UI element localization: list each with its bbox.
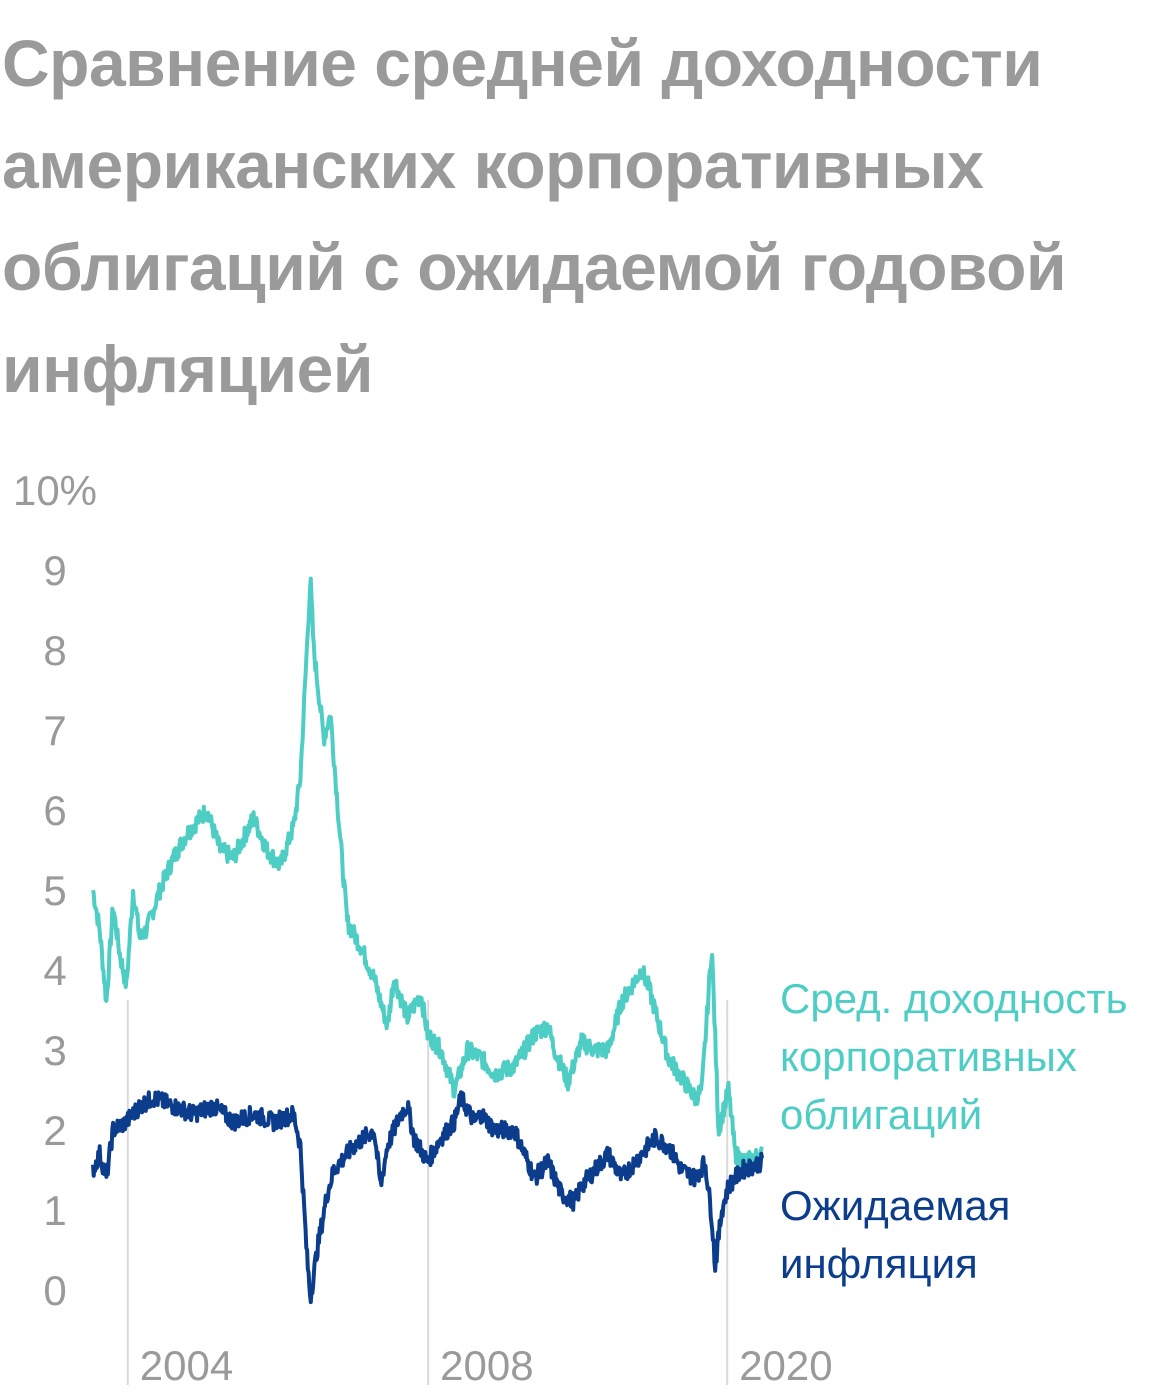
x-tick-label: 2004 xyxy=(140,1342,233,1389)
x-axis-gridlines xyxy=(126,1000,729,1385)
series-label-line: Сред. доходность xyxy=(780,975,1128,1022)
y-tick-label: 7 xyxy=(43,707,66,754)
y-tick-label: 6 xyxy=(43,787,66,834)
series-label-line: облигаций xyxy=(780,1091,982,1138)
x-tick-label: 2008 xyxy=(440,1342,533,1389)
y-tick-label: 9 xyxy=(43,547,66,594)
x-axis-ticks: 2004 2008 2020 xyxy=(140,1342,833,1389)
y-axis-ticks: 10% 9 8 7 6 5 4 3 2 1 0 xyxy=(13,467,97,1314)
y-tick-label: 8 xyxy=(43,627,66,674)
chart-title: Сравнение средней доходности американски… xyxy=(2,26,1067,406)
series-label-line: Ожидаемая xyxy=(780,1182,1010,1229)
y-tick-label: 1 xyxy=(43,1187,66,1234)
expected-inflation-label: Ожидаемая инфляция xyxy=(780,1182,1010,1287)
corporate-yield-line xyxy=(91,576,764,1169)
y-tick-label: 5 xyxy=(43,867,66,914)
chart-series xyxy=(91,576,764,1305)
corporate-yield-label: Сред. доходность корпоративных облигаций xyxy=(780,975,1128,1138)
y-tick-label: 4 xyxy=(43,947,66,994)
y-tick-label: 3 xyxy=(43,1027,66,1074)
series-label-line: инфляция xyxy=(780,1240,978,1287)
y-tick-label: 10% xyxy=(13,467,97,514)
x-tick-label: 2020 xyxy=(739,1342,832,1389)
y-tick-label: 0 xyxy=(43,1267,66,1314)
series-label-line: корпоративных xyxy=(780,1033,1077,1080)
series-labels: Сред. доходность корпоративных облигаций Ож… xyxy=(780,975,1128,1287)
expected-inflation-line xyxy=(91,1090,764,1305)
y-tick-label: 2 xyxy=(43,1107,66,1154)
